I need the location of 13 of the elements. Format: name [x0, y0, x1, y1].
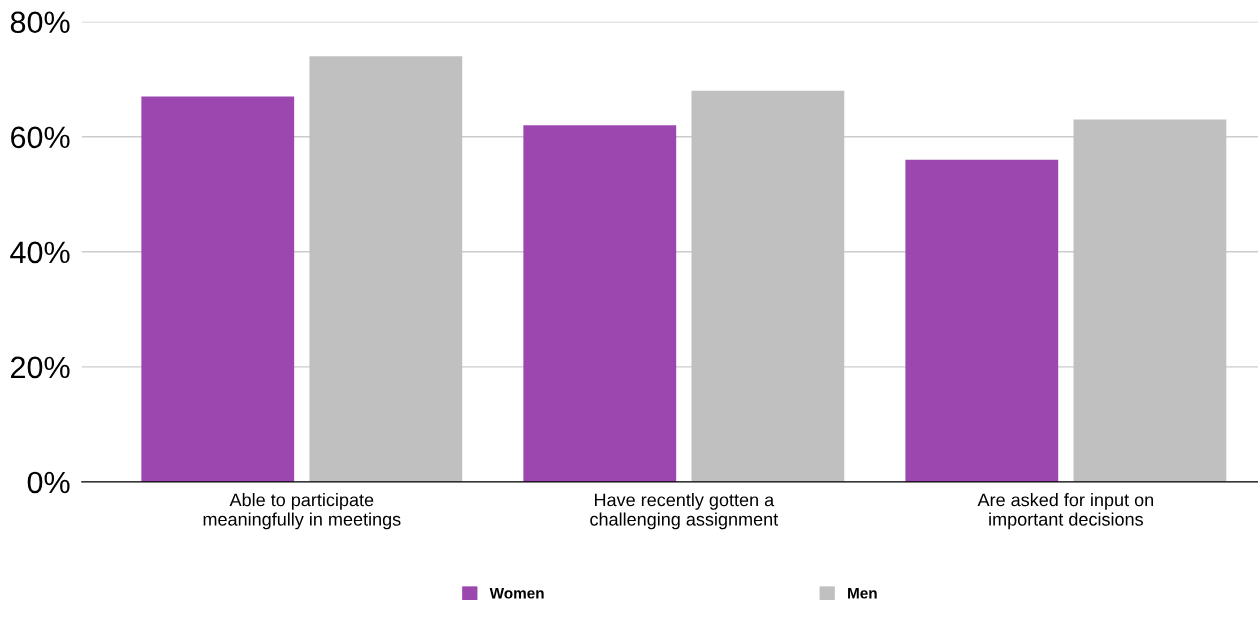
bar	[905, 159, 1059, 482]
legend-label: Women	[489, 587, 544, 599]
bar	[523, 125, 677, 482]
legend-label: Men	[848, 587, 877, 599]
y-tick-label: 20%	[11, 356, 70, 379]
bar	[141, 96, 295, 482]
y-tick-label: 60%	[11, 126, 70, 149]
y-tick-label: 80%	[10, 11, 70, 34]
x-tick-label: Are asked for input on important decisions	[977, 493, 1154, 530]
x-tick-label: Have recently gotten a challenging assignment	[590, 493, 779, 530]
y-tick-label: 0%	[27, 471, 70, 494]
y-tick-label: 40%	[10, 241, 70, 264]
x-tick-label: Able to participate meaningfully in meetings	[203, 493, 401, 530]
